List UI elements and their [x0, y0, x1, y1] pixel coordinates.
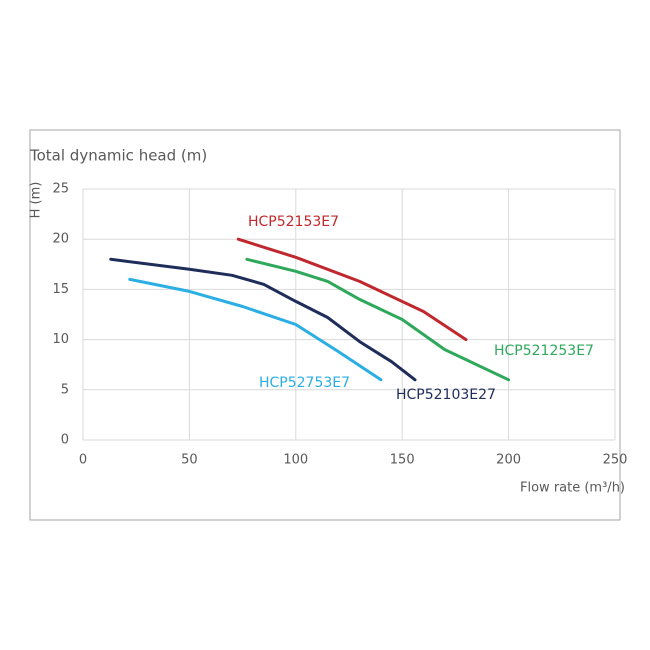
series-label: HCP52753E7: [259, 375, 350, 391]
x-tick-label: 0: [79, 453, 87, 468]
y-tick-label: 20: [52, 232, 69, 247]
x-tick-label: 150: [390, 453, 415, 468]
chart-frame: [29, 129, 621, 521]
line-series: [245, 257, 511, 382]
y-axis-label: H (m): [29, 182, 44, 219]
x-tick-label: 200: [496, 453, 521, 468]
chart-title: Total dynamic head (m): [29, 147, 207, 165]
line-series: [109, 257, 417, 382]
series-label: HCP52103E27: [396, 387, 496, 403]
y-tick-label: 15: [52, 282, 69, 297]
line-series: [128, 277, 383, 382]
x-tick-label: 250: [603, 453, 628, 468]
series-label: HCP521253E7: [494, 343, 594, 359]
x-tick-label: 100: [283, 453, 308, 468]
series-label: HCP52153E7: [248, 214, 339, 230]
x-axis-label: Flow rate (m³/h): [520, 481, 625, 496]
y-tick-label: 5: [61, 382, 69, 397]
y-tick-label: 25: [52, 182, 69, 197]
y-tick-label: 10: [52, 332, 69, 347]
x-tick-label: 50: [181, 453, 198, 468]
line-series: [236, 237, 468, 342]
y-tick-label: 0: [61, 433, 69, 448]
